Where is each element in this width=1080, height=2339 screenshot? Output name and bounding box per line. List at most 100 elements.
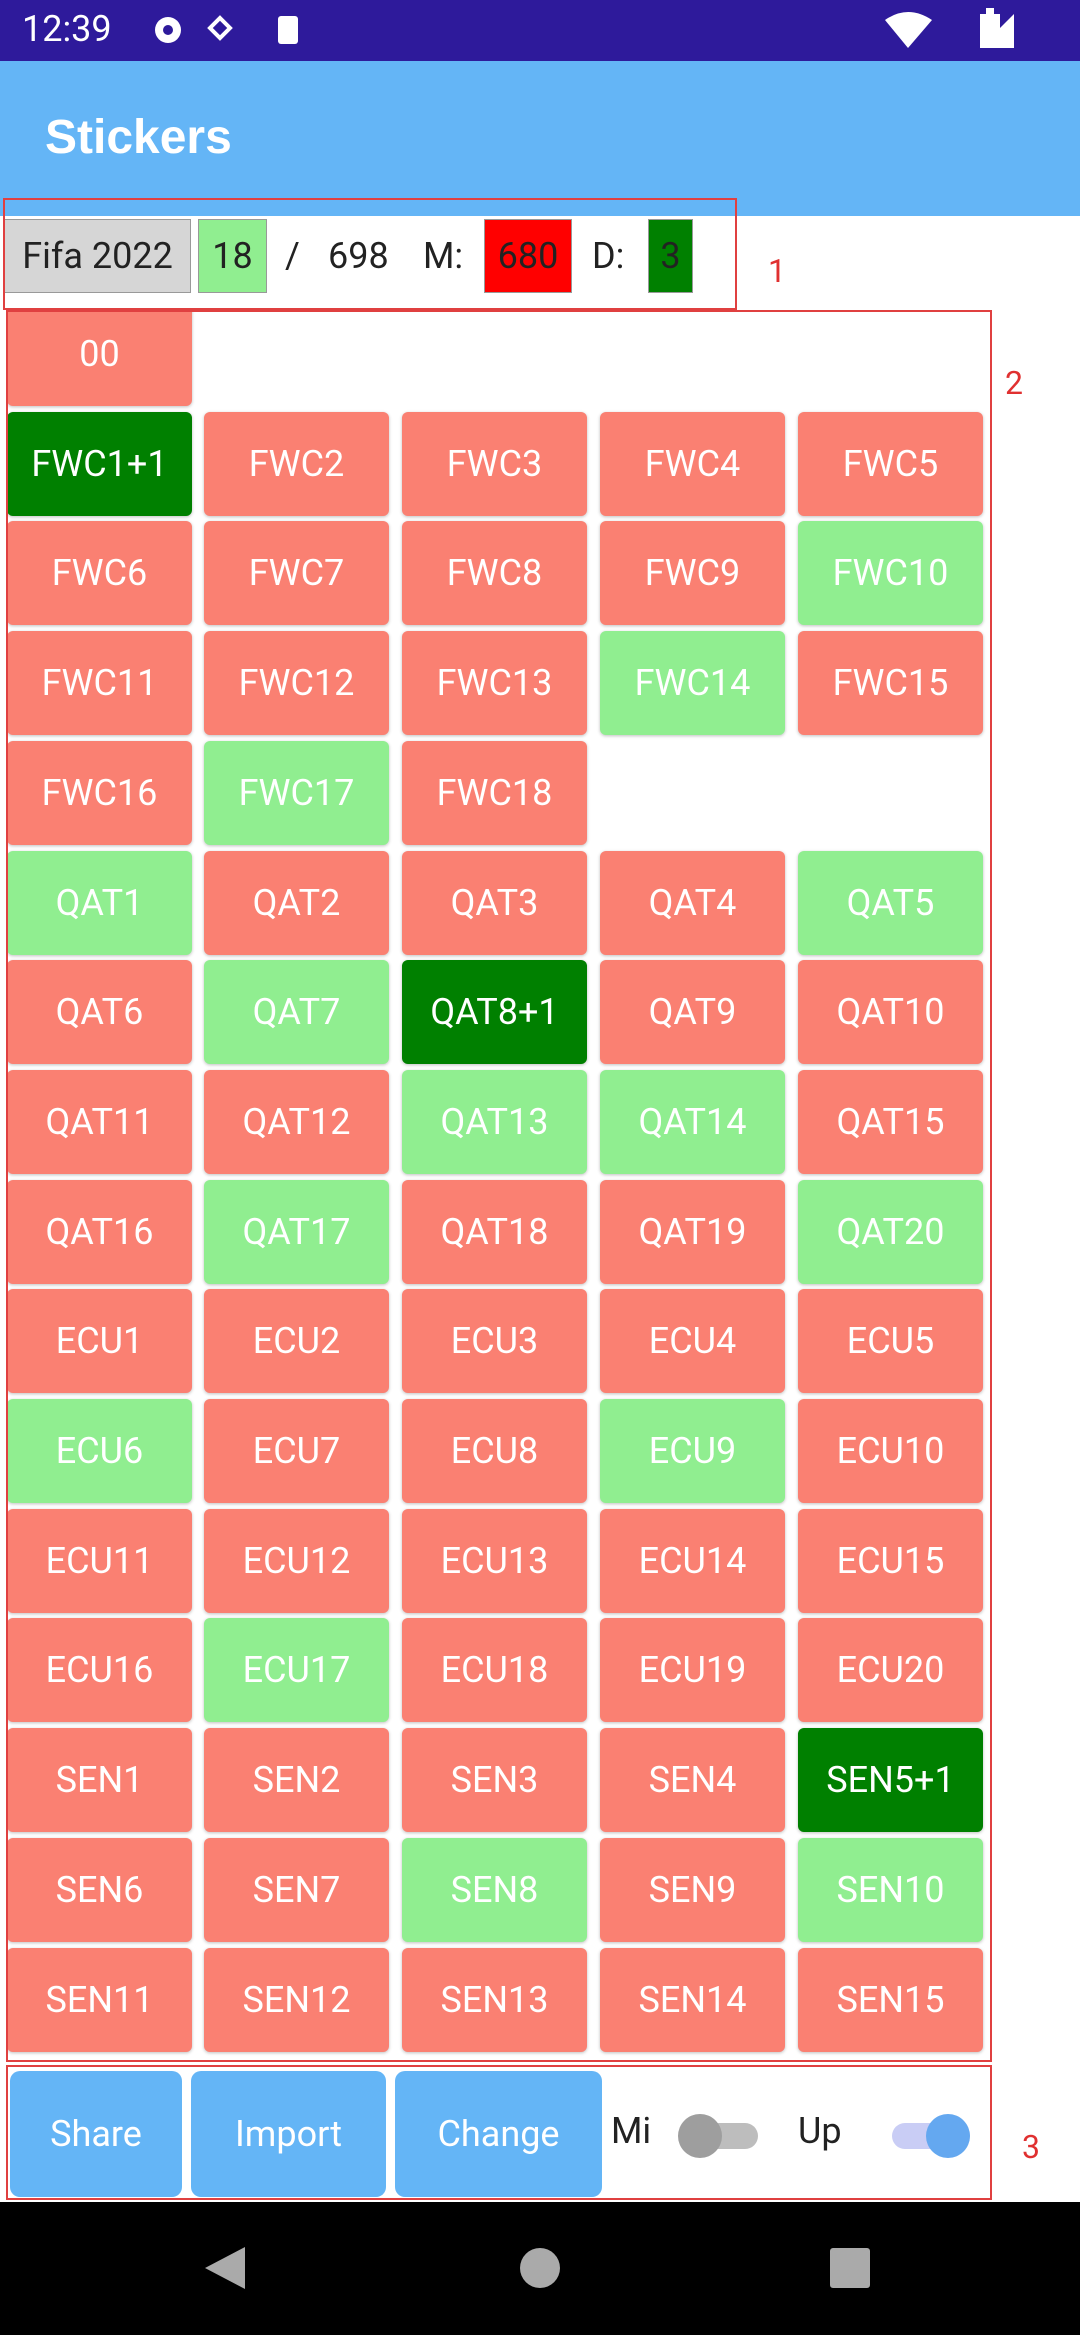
sticker-button[interactable]: QAT8+1 — [402, 960, 587, 1065]
sticker-button[interactable]: ECU1 — [7, 1289, 192, 1394]
sticker-button[interactable]: QAT10 — [798, 960, 983, 1065]
sticker-button[interactable]: FWC16 — [7, 740, 192, 845]
sticker-button[interactable]: QAT16 — [7, 1179, 192, 1284]
sticker-button[interactable]: FWC4 — [600, 411, 785, 516]
duplicates-count: 3 — [648, 219, 693, 293]
import-button[interactable]: Import — [191, 2071, 386, 2197]
annotation-number: 2 — [1005, 364, 1023, 402]
sticker-button[interactable]: QAT15 — [798, 1069, 983, 1174]
sticker-button[interactable]: SEN9 — [600, 1837, 785, 1942]
missing-count: 680 — [484, 219, 572, 293]
owned-count: 18 — [198, 219, 267, 293]
sticker-button[interactable]: SEN1 — [7, 1728, 192, 1833]
change-button[interactable]: Change — [395, 2071, 602, 2197]
sticker-button[interactable]: QAT7 — [204, 960, 389, 1065]
sticker-button[interactable]: QAT17 — [204, 1179, 389, 1284]
sticker-button[interactable]: FWC3 — [402, 411, 587, 516]
sticker-button[interactable]: ECU6 — [7, 1399, 192, 1503]
sticker-button[interactable]: ECU19 — [600, 1618, 785, 1723]
album-button[interactable]: Fifa 2022 — [4, 219, 191, 293]
sticker-button[interactable]: QAT18 — [402, 1179, 587, 1284]
sticker-button[interactable]: SEN5+1 — [798, 1728, 983, 1833]
sticker-button[interactable]: QAT4 — [600, 850, 785, 955]
sticker-button[interactable]: QAT5 — [798, 850, 983, 955]
sticker-button[interactable]: ECU4 — [600, 1289, 785, 1394]
sticker-button[interactable]: SEN3 — [402, 1728, 587, 1833]
sticker-button[interactable]: QAT20 — [798, 1179, 983, 1284]
sticker-button[interactable]: FWC10 — [798, 521, 983, 626]
sticker-button[interactable]: ECU7 — [204, 1399, 389, 1503]
sticker-button[interactable]: SEN2 — [204, 1728, 389, 1833]
sticker-button[interactable]: FWC12 — [204, 631, 389, 736]
sticker-button[interactable]: FWC18 — [402, 740, 587, 845]
sticker-button[interactable]: ECU14 — [600, 1508, 785, 1613]
sticker-button[interactable]: SEN8 — [402, 1837, 587, 1942]
home-button[interactable] — [520, 2248, 560, 2288]
status-bar: 12:39 — [0, 0, 1080, 61]
annotation-box — [3, 198, 737, 310]
sticker-button[interactable]: QAT11 — [7, 1069, 192, 1174]
missing-label: M: — [423, 235, 464, 277]
sticker-button[interactable]: SEN14 — [600, 1947, 785, 2052]
back-button[interactable] — [205, 2247, 245, 2289]
app-bar — [0, 61, 1080, 216]
sticker-button[interactable]: ECU11 — [7, 1508, 192, 1613]
sticker-button[interactable]: FWC8 — [402, 521, 587, 626]
sticker-button[interactable]: SEN4 — [600, 1728, 785, 1833]
sticker-button[interactable]: SEN7 — [204, 1837, 389, 1942]
sticker-button[interactable]: SEN6 — [7, 1837, 192, 1942]
annotation-box — [6, 310, 992, 2062]
recents-button[interactable] — [830, 2248, 870, 2288]
sticker-button[interactable]: ECU13 — [402, 1508, 587, 1613]
sticker-button[interactable]: FWC1+1 — [7, 411, 192, 516]
annotation-number: 1 — [768, 252, 786, 290]
sticker-button[interactable]: 00 — [7, 310, 192, 406]
sticker-button[interactable]: FWC15 — [798, 631, 983, 736]
sticker-button[interactable]: FWC13 — [402, 631, 587, 736]
sticker-button[interactable]: QAT19 — [600, 1179, 785, 1284]
sticker-button[interactable]: ECU17 — [204, 1618, 389, 1723]
toggle-switch[interactable] — [882, 2110, 982, 2160]
sticker-button[interactable]: FWC2 — [204, 411, 389, 516]
sticker-button[interactable]: ECU18 — [402, 1618, 587, 1723]
sticker-button[interactable]: ECU12 — [204, 1508, 389, 1613]
sticker-button[interactable]: FWC11 — [7, 631, 192, 736]
sticker-button[interactable]: FWC17 — [204, 740, 389, 845]
sticker-button[interactable]: FWC14 — [600, 631, 785, 736]
sticker-button[interactable]: QAT9 — [600, 960, 785, 1065]
sticker-button[interactable]: QAT3 — [402, 850, 587, 955]
sticker-button[interactable]: QAT12 — [204, 1069, 389, 1174]
sticker-button[interactable]: SEN12 — [204, 1947, 389, 2052]
sticker-button[interactable]: ECU10 — [798, 1399, 983, 1503]
annotation-box — [6, 2065, 992, 2200]
sticker-button[interactable]: ECU3 — [402, 1289, 587, 1394]
navigation-bar — [0, 2202, 1080, 2335]
sticker-button[interactable]: ECU8 — [402, 1399, 587, 1503]
sticker-button[interactable]: ECU20 — [798, 1618, 983, 1723]
toggle-part — [926, 2114, 970, 2158]
sticker-button[interactable]: QAT6 — [7, 960, 192, 1065]
sticker-button[interactable]: SEN11 — [7, 1947, 192, 2052]
sticker-button[interactable]: ECU15 — [798, 1508, 983, 1613]
sticker-button[interactable]: SEN15 — [798, 1947, 983, 2052]
sticker-button[interactable]: FWC5 — [798, 411, 983, 516]
sticker-button[interactable]: QAT1 — [7, 850, 192, 955]
app-title: Stickers — [45, 111, 232, 164]
sticker-button[interactable]: FWC9 — [600, 521, 785, 626]
toggle-label: Mi — [611, 2110, 652, 2152]
sticker-button[interactable]: SEN10 — [798, 1837, 983, 1942]
sticker-button[interactable]: FWC6 — [7, 521, 192, 626]
sticker-button[interactable]: ECU2 — [204, 1289, 389, 1394]
sticker-button[interactable]: FWC7 — [204, 521, 389, 626]
nav-icons — [205, 2247, 870, 2289]
sticker-button[interactable]: ECU5 — [798, 1289, 983, 1394]
sticker-button[interactable]: QAT14 — [600, 1069, 785, 1174]
sticker-button[interactable]: QAT2 — [204, 850, 389, 955]
sticker-button[interactable]: ECU16 — [7, 1618, 192, 1723]
share-button[interactable]: Share — [10, 2071, 182, 2197]
sticker-button[interactable]: QAT13 — [402, 1069, 587, 1174]
toggle-switch[interactable] — [670, 2110, 770, 2160]
sticker-button[interactable]: ECU9 — [600, 1399, 785, 1503]
sticker-button[interactable]: SEN13 — [402, 1947, 587, 2052]
